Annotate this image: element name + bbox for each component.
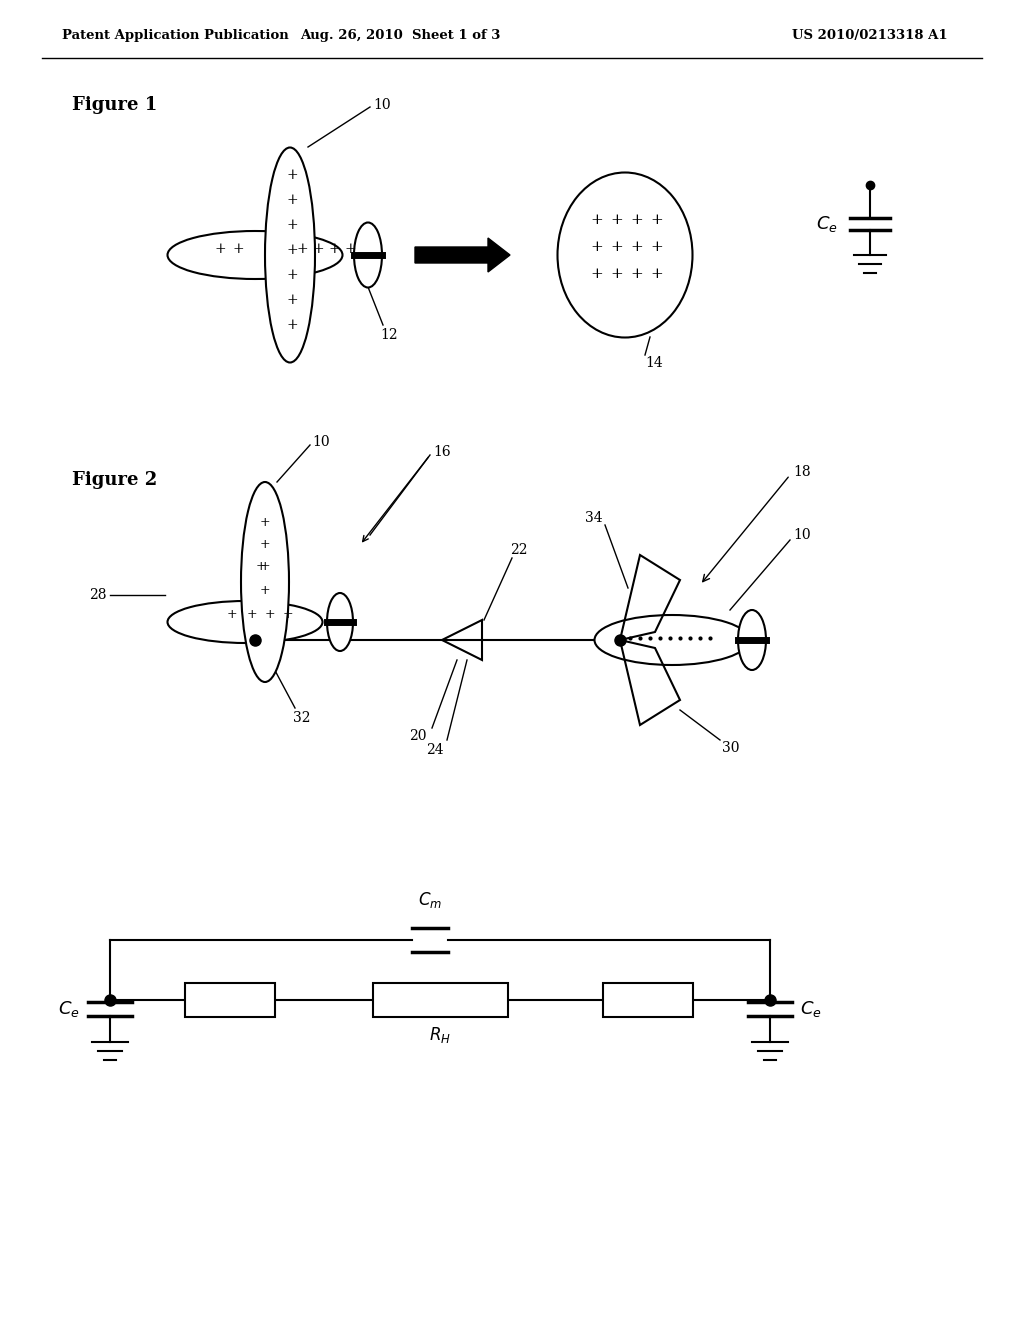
Text: $C_e$: $C_e$ bbox=[800, 999, 822, 1019]
Text: +: + bbox=[610, 240, 624, 253]
Text: +: + bbox=[591, 240, 603, 253]
Text: +: + bbox=[631, 267, 643, 281]
Text: 10: 10 bbox=[312, 436, 330, 449]
Text: 16: 16 bbox=[433, 445, 451, 459]
Ellipse shape bbox=[327, 593, 353, 651]
Text: +: + bbox=[260, 583, 270, 597]
Text: +: + bbox=[650, 267, 664, 281]
Text: +: + bbox=[286, 243, 298, 257]
Text: +: + bbox=[286, 318, 298, 333]
Text: Patent Application Publication: Patent Application Publication bbox=[62, 29, 289, 41]
Text: 14: 14 bbox=[645, 356, 663, 370]
Text: +: + bbox=[610, 213, 624, 227]
FancyBboxPatch shape bbox=[373, 983, 508, 1016]
Text: +: + bbox=[256, 560, 266, 573]
Text: +: + bbox=[264, 609, 275, 622]
Text: +: + bbox=[214, 242, 226, 256]
Text: +: + bbox=[232, 242, 244, 256]
Ellipse shape bbox=[738, 610, 766, 671]
Text: +: + bbox=[631, 240, 643, 253]
Text: +: + bbox=[260, 560, 270, 573]
Text: +: + bbox=[312, 242, 324, 256]
Text: 32: 32 bbox=[221, 993, 239, 1007]
Text: +: + bbox=[247, 609, 257, 622]
Text: +: + bbox=[286, 218, 298, 232]
Text: +: + bbox=[260, 516, 270, 528]
Text: $C_m$: $C_m$ bbox=[418, 890, 442, 909]
Text: 34: 34 bbox=[586, 511, 603, 525]
Text: US 2010/0213318 A1: US 2010/0213318 A1 bbox=[793, 29, 948, 41]
Text: +: + bbox=[650, 240, 664, 253]
Ellipse shape bbox=[241, 482, 289, 682]
Text: +: + bbox=[631, 213, 643, 227]
Text: 28: 28 bbox=[89, 587, 106, 602]
Text: Figure 2: Figure 2 bbox=[72, 471, 158, 488]
Ellipse shape bbox=[557, 173, 692, 338]
Text: $C_e$: $C_e$ bbox=[816, 214, 838, 234]
Text: +: + bbox=[286, 193, 298, 207]
Text: 24: 24 bbox=[426, 743, 444, 756]
Text: +: + bbox=[610, 267, 624, 281]
Text: 18: 18 bbox=[793, 465, 811, 479]
Text: 32: 32 bbox=[293, 711, 310, 725]
Text: +: + bbox=[591, 267, 603, 281]
Ellipse shape bbox=[265, 148, 315, 363]
FancyArrow shape bbox=[415, 238, 510, 272]
Ellipse shape bbox=[354, 223, 382, 288]
Text: 20, 24, 22: 20, 24, 22 bbox=[409, 994, 472, 1006]
Text: +: + bbox=[286, 293, 298, 308]
Text: 34: 34 bbox=[639, 993, 656, 1007]
Text: 12: 12 bbox=[380, 327, 397, 342]
Text: Aug. 26, 2010  Sheet 1 of 3: Aug. 26, 2010 Sheet 1 of 3 bbox=[300, 29, 500, 41]
Text: $C_e$: $C_e$ bbox=[58, 999, 80, 1019]
Text: +: + bbox=[344, 242, 355, 256]
Ellipse shape bbox=[168, 601, 323, 643]
FancyBboxPatch shape bbox=[185, 983, 275, 1016]
Text: 10: 10 bbox=[373, 98, 390, 112]
Ellipse shape bbox=[168, 231, 342, 279]
Text: 30: 30 bbox=[722, 741, 739, 755]
Text: Figure 1: Figure 1 bbox=[72, 96, 158, 114]
Text: +: + bbox=[286, 268, 298, 282]
Text: +: + bbox=[226, 609, 238, 622]
FancyBboxPatch shape bbox=[603, 983, 693, 1016]
Text: +: + bbox=[286, 168, 298, 182]
Text: $R_H$: $R_H$ bbox=[429, 1026, 451, 1045]
Text: 10: 10 bbox=[793, 528, 811, 543]
Text: +: + bbox=[296, 242, 308, 256]
Ellipse shape bbox=[595, 615, 750, 665]
Text: 22: 22 bbox=[510, 543, 527, 557]
Text: +: + bbox=[260, 537, 270, 550]
Text: 20: 20 bbox=[410, 729, 427, 743]
Text: +: + bbox=[328, 242, 340, 256]
Text: +: + bbox=[650, 213, 664, 227]
Text: +: + bbox=[591, 213, 603, 227]
Text: +: + bbox=[283, 609, 293, 622]
